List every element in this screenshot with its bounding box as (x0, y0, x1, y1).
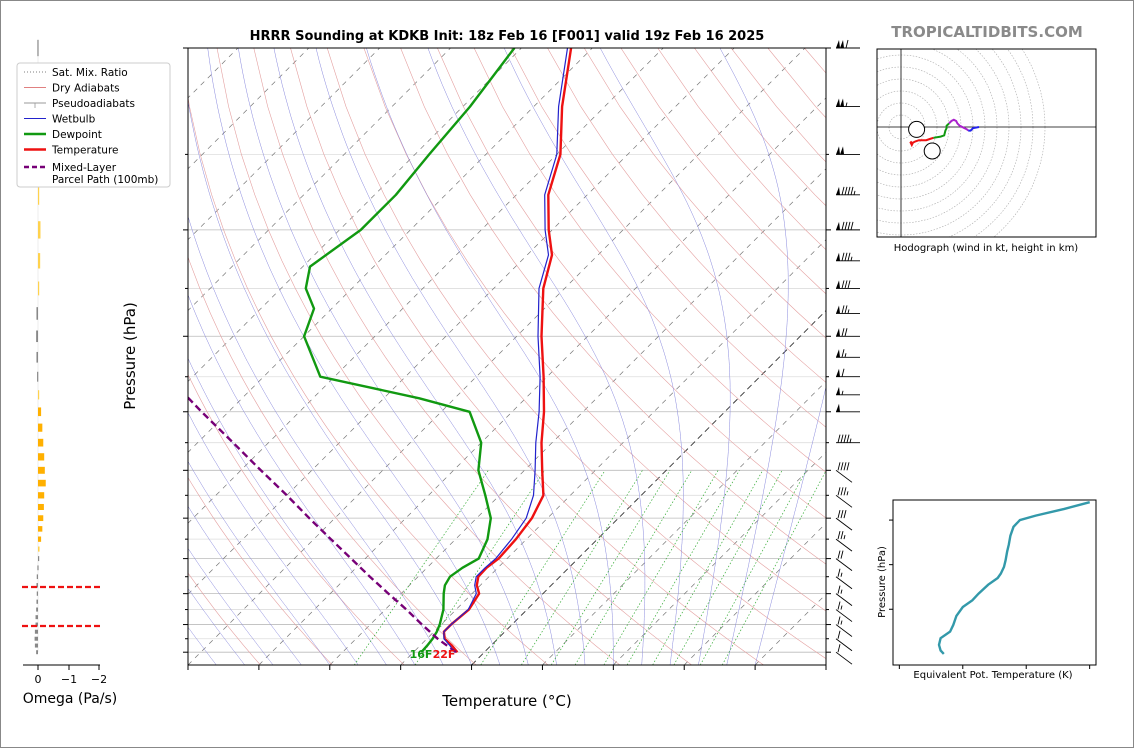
figure-frame (0, 0, 1134, 748)
